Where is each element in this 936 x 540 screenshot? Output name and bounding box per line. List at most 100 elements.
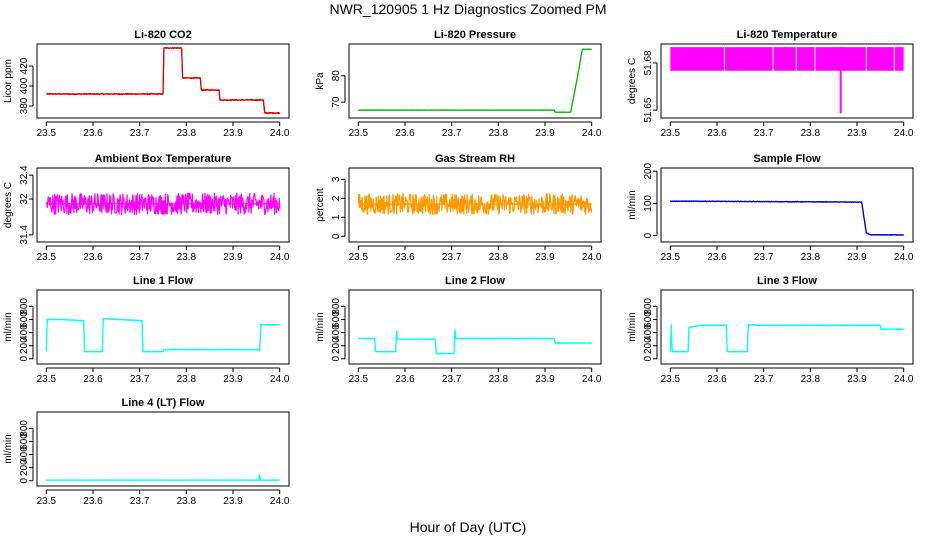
series-steps xyxy=(358,48,592,113)
x-tick-label: 23.9 xyxy=(223,128,243,139)
series-group xyxy=(669,323,904,353)
series-line xyxy=(358,329,593,355)
x-tick-label: 23.8 xyxy=(177,374,197,385)
series-band xyxy=(670,47,904,71)
panel-title: Li-820 Temperature xyxy=(737,29,838,41)
plot-frame xyxy=(660,167,914,243)
y-tick-label: 100 xyxy=(643,195,654,212)
panel-title: Line 1 Flow xyxy=(133,275,193,287)
y-axis-label: ml/min xyxy=(627,190,638,219)
y-tick-label: 0 xyxy=(331,356,342,362)
plot-frame xyxy=(660,43,914,119)
series-group xyxy=(670,47,904,114)
y-tick-label: 400 xyxy=(331,324,342,341)
panel-3: Ambient Box Temperature 23.5 23.6 23.7 23.8 2… xyxy=(3,153,290,263)
y-axis-label: ml/min xyxy=(3,312,14,341)
y-tick-label: 800 xyxy=(19,298,30,315)
x-tick-label: 23.5 xyxy=(37,374,57,385)
y-tick-label: 400 xyxy=(19,446,30,463)
panel-title: Li-820 Pressure xyxy=(434,29,516,41)
x-tick-label: 24.0 xyxy=(270,252,290,263)
x-tick-label: 24.0 xyxy=(270,128,290,139)
x-tick-label: 23.7 xyxy=(442,252,462,263)
x-tick-label: 23.6 xyxy=(395,374,415,385)
x-tick-label: 23.6 xyxy=(707,128,727,139)
series-line xyxy=(669,200,905,236)
y-axis-label: ml/min xyxy=(315,312,326,341)
x-tick-label: 23.9 xyxy=(223,252,243,263)
x-tick-label: 23.8 xyxy=(177,128,197,139)
series-steps xyxy=(669,324,904,353)
y-tick-label: 32 xyxy=(19,193,30,205)
x-tick-label: 23.6 xyxy=(395,252,415,263)
x-tick-label: 23.7 xyxy=(130,374,150,385)
plot-frame xyxy=(36,43,290,119)
x-tick-label: 24.0 xyxy=(582,374,602,385)
x-tick-label: 23.9 xyxy=(223,496,243,507)
x-tick-label: 23.6 xyxy=(83,496,103,507)
x-tick-label: 23.7 xyxy=(130,252,150,263)
panel-5: Sample Flow 23.5 23.6 23.7 23.8 23.9 24.0 0 100 2… xyxy=(627,153,914,263)
figure-title: NWR_120905 1 Hz Diagnostics Zoomed PM xyxy=(329,1,606,17)
y-tick-label: 600 xyxy=(331,311,342,328)
x-tick-label: 23.7 xyxy=(130,128,150,139)
y-tick-label: 400 xyxy=(19,324,30,341)
x-tick-label: 24.0 xyxy=(894,128,914,139)
x-tick-label: 23.5 xyxy=(661,128,681,139)
series-steps xyxy=(670,200,904,236)
x-tick-label: 23.7 xyxy=(442,128,462,139)
y-tick-label: 200 xyxy=(331,337,342,354)
x-tick-label: 23.6 xyxy=(395,128,415,139)
panel-title: Line 4 (LT) Flow xyxy=(122,397,205,409)
x-tick-label: 23.7 xyxy=(442,374,462,385)
y-tick-label: 800 xyxy=(19,420,30,437)
x-tick-label: 23.9 xyxy=(847,252,867,263)
x-tick-label: 23.6 xyxy=(83,128,103,139)
panel-title: Li-820 CO2 xyxy=(134,29,191,41)
x-tick-label: 23.7 xyxy=(754,374,774,385)
y-tick-label: 400 xyxy=(643,324,654,341)
series-group xyxy=(669,200,905,236)
y-tick-label: 200 xyxy=(643,337,654,354)
x-tick-label: 24.0 xyxy=(270,496,290,507)
y-tick-label: 0 xyxy=(643,232,654,238)
y-tick-label: 600 xyxy=(19,311,30,328)
y-tick-label: 420 xyxy=(19,57,30,74)
y-tick-label: 1 xyxy=(331,214,342,220)
x-tick-label: 23.8 xyxy=(801,252,821,263)
y-tick-label: 51.68 xyxy=(643,50,654,75)
x-tick-label: 23.6 xyxy=(707,374,727,385)
x-tick-label: 23.9 xyxy=(847,128,867,139)
x-tick-label: 23.8 xyxy=(489,252,509,263)
x-tick-label: 23.7 xyxy=(754,252,774,263)
series-group xyxy=(358,48,592,113)
y-axis-label: ml/min xyxy=(3,434,14,463)
plot-frame xyxy=(36,167,290,243)
x-tick-label: 23.6 xyxy=(83,374,103,385)
x-tick-label: 23.5 xyxy=(349,374,369,385)
x-tick-label: 23.8 xyxy=(489,374,509,385)
x-tick-label: 23.9 xyxy=(535,128,555,139)
x-tick-label: 23.5 xyxy=(349,252,369,263)
y-axis-label: ml/min xyxy=(627,312,638,341)
x-tick-label: 23.8 xyxy=(801,128,821,139)
x-tick-label: 23.5 xyxy=(349,128,369,139)
y-tick-label: 200 xyxy=(19,337,30,354)
series-steps xyxy=(45,318,280,353)
x-tick-label: 23.9 xyxy=(847,374,867,385)
panel-8: Line 3 Flow 23.5 23.6 23.7 23.8 23.9 24.0 0 2004… xyxy=(627,275,914,385)
y-tick-label: 400 xyxy=(19,77,30,94)
panel-title: Line 2 Flow xyxy=(445,275,505,287)
panel-title: Gas Stream RH xyxy=(435,153,515,165)
y-tick-label: 70 xyxy=(331,96,342,108)
y-tick-label: 31.4 xyxy=(19,225,30,245)
y-tick-label: 800 xyxy=(643,298,654,315)
x-tick-label: 23.8 xyxy=(177,496,197,507)
series-line xyxy=(45,192,281,216)
y-axis-label: kPa xyxy=(315,72,326,90)
x-tick-label: 23.8 xyxy=(489,128,509,139)
x-tick-label: 23.6 xyxy=(83,252,103,263)
plot-frame xyxy=(660,289,914,365)
